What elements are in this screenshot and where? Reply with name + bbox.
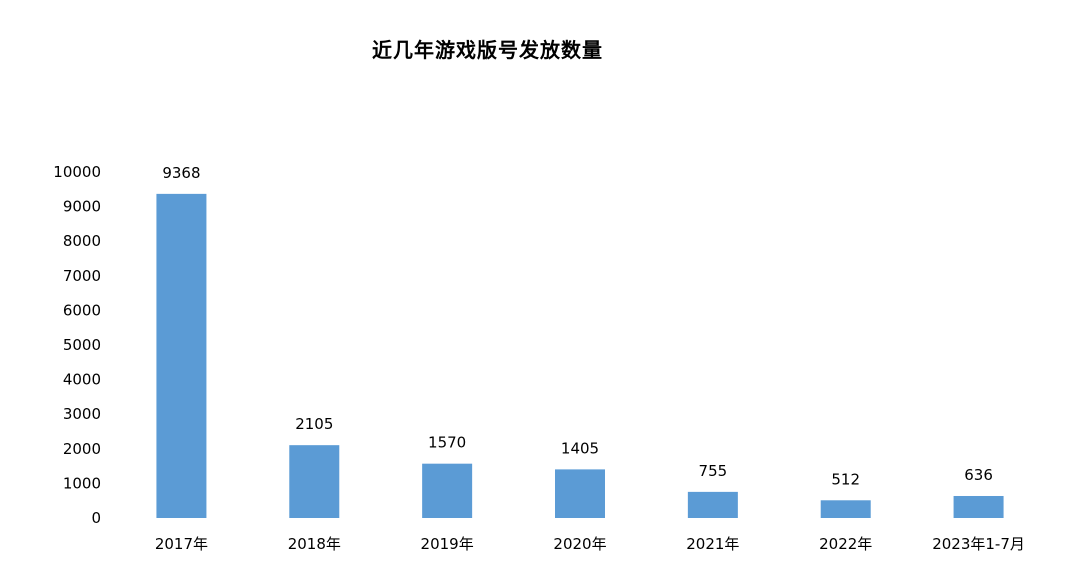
bar — [953, 495, 1004, 518]
y-tick-label: 0 — [91, 509, 101, 527]
data-label: 2105 — [295, 415, 333, 433]
y-tick-label: 8000 — [63, 232, 101, 250]
data-label: 1570 — [428, 434, 466, 452]
data-label: 636 — [964, 466, 993, 484]
x-tick-label: 2022年 — [819, 535, 872, 553]
data-label: 755 — [699, 462, 728, 480]
chart-title: 近几年游戏版号发放数量 — [372, 38, 603, 62]
y-tick-label: 4000 — [63, 371, 101, 389]
x-tick-label: 2017年 — [155, 535, 208, 553]
bar — [820, 500, 871, 518]
x-tick-label: 2021年 — [686, 535, 739, 553]
y-tick-label: 1000 — [63, 474, 101, 492]
x-tick-label: 2020年 — [553, 535, 606, 553]
bar — [555, 469, 605, 518]
data-label: 512 — [831, 470, 860, 488]
y-tick-label: 6000 — [63, 301, 101, 319]
y-tick-label: 7000 — [63, 267, 101, 285]
data-label: 9368 — [162, 164, 200, 182]
data-label: 1405 — [561, 439, 599, 457]
bar — [687, 491, 738, 518]
y-tick-label: 2000 — [63, 440, 101, 458]
bar — [289, 445, 340, 518]
y-tick-label: 5000 — [63, 336, 101, 354]
bar — [156, 193, 207, 519]
y-tick-label: 10000 — [53, 163, 101, 181]
y-tick-label: 3000 — [63, 405, 101, 423]
bar — [422, 463, 473, 518]
x-tick-label: 2019年 — [421, 535, 474, 553]
y-tick-label: 9000 — [63, 198, 101, 216]
x-tick-label: 2023年1-7月 — [932, 535, 1025, 553]
x-tick-label: 2018年 — [288, 535, 341, 553]
